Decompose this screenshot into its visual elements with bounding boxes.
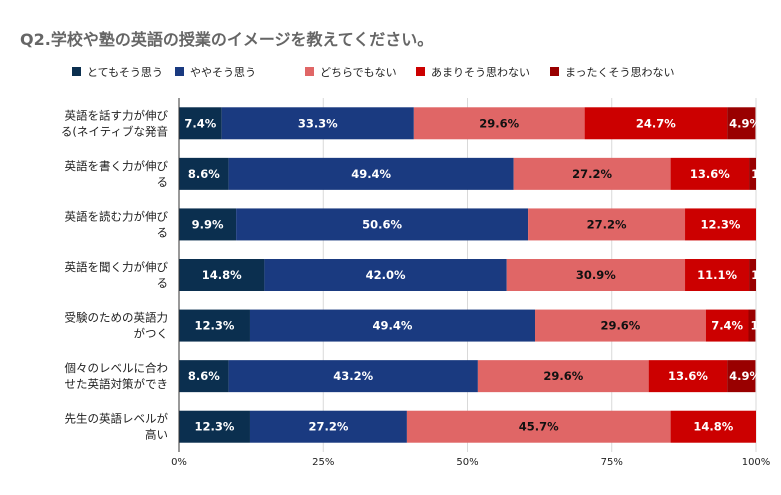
category-label-1-line-1: 英語を話す力が伸び: [65, 108, 169, 122]
data-label-6-2: 43.2%: [333, 369, 373, 383]
bar-segment-4-1: [179, 259, 265, 291]
bar-segment-7-4: [670, 410, 756, 443]
bar-segment-3-1: [179, 208, 237, 241]
bar-segment-1-3: [413, 107, 585, 140]
bar-segment-5-4: [705, 309, 749, 342]
data-label-4-4: 11.1%: [697, 268, 737, 282]
bar-segment-2-1: [179, 157, 229, 190]
category-label-7-line-2: 高い: [145, 428, 168, 442]
data-label-3-4: 12.3%: [701, 217, 741, 231]
data-label-2-4: 13.6%: [690, 167, 730, 181]
bar-segment-5-3: [535, 309, 706, 342]
category-label-7-line-1: 先生の英語レベルが: [65, 412, 169, 426]
data-label-5-1: 12.3%: [195, 319, 235, 333]
data-label-1-5: 4.9%: [729, 116, 761, 130]
bar-segment-6-3: [477, 360, 649, 393]
data-label-2-2: 49.4%: [351, 167, 391, 181]
data-label-7-1: 12.3%: [195, 420, 235, 434]
bar-segment-2-3: [513, 157, 671, 190]
data-label-4-2: 42.0%: [366, 268, 406, 282]
bar-segment-5-1: [179, 309, 250, 342]
legend-label-1: とてもそう思う: [87, 66, 163, 79]
bar-segment-2-5: [749, 157, 756, 190]
chart-title: Q2.学校や塾の英語の授業のイメージを教えてください。: [20, 30, 434, 49]
data-label-3-3: 27.2%: [587, 217, 627, 231]
x-tick-label-2: 25%: [312, 457, 334, 468]
bar-segment-2-4: [670, 157, 750, 190]
data-label-4-5: 1.2%: [751, 268, 781, 282]
category-label-3-line-1: 英語を読む力が伸び: [65, 209, 169, 223]
data-label-7-3: 45.7%: [519, 420, 559, 434]
category-label-5-line-1: 受験のための英語力: [65, 311, 169, 325]
data-label-5-3: 29.6%: [600, 319, 640, 333]
bar-segment-3-2: [236, 208, 529, 241]
data-label-7-4: 14.8%: [693, 420, 733, 434]
bar-segment-6-4: [648, 360, 728, 393]
bar-segment-4-4: [685, 259, 750, 291]
legend-label-2: ややそう思う: [190, 66, 256, 79]
data-label-6-3: 29.6%: [543, 369, 583, 383]
category-label-1-line-2: る(ネイティブな発音: [61, 124, 168, 138]
x-tick-label-1: 0%: [171, 457, 187, 468]
legend-swatch-5: [550, 67, 559, 76]
data-label-3-2: 50.6%: [362, 217, 402, 231]
bar-segment-6-1: [179, 360, 229, 393]
data-label-2-5: 1.2%: [751, 167, 781, 181]
data-label-4-1: 14.8%: [202, 268, 242, 282]
data-label-5-2: 49.4%: [373, 319, 413, 333]
bar-segment-7-2: [249, 410, 407, 443]
legend-label-3: どちらでもない: [320, 66, 397, 79]
data-label-1-3: 29.6%: [479, 116, 519, 130]
data-label-7-5: 0.0%: [758, 420, 781, 434]
category-label-2-line-2: る: [157, 175, 169, 189]
category-label-2-line-1: 英語を書く力が伸び: [65, 159, 169, 173]
data-label-3-5: 0.0%: [758, 217, 781, 231]
bar-segment-2-2: [228, 157, 514, 190]
bar-segment-5-5: [748, 309, 756, 342]
data-label-3-1: 9.9%: [192, 217, 224, 231]
data-label-6-1: 8.6%: [188, 369, 220, 383]
data-label-5-5: 1.2%: [750, 319, 781, 333]
category-label-3-line-2: る: [157, 225, 169, 239]
bar-segment-3-3: [528, 208, 686, 241]
bar-segment-4-5: [749, 259, 756, 291]
legend-swatch-3: [305, 67, 314, 76]
category-label-6-line-1: 個々のレベルに合わ: [65, 361, 169, 375]
bar-segment-7-1: [179, 410, 250, 443]
legend-swatch-2: [175, 67, 184, 76]
bar-segment-1-5: [727, 107, 756, 140]
legend-swatch-1: [72, 67, 81, 76]
data-label-1-4: 24.7%: [636, 116, 676, 130]
data-label-4-3: 30.9%: [576, 268, 616, 282]
legend-swatch-4: [416, 67, 425, 76]
bar-segment-1-2: [221, 107, 414, 140]
bar-segment-6-5: [727, 360, 756, 393]
category-label-6-line-2: せた英語対策ができ: [65, 377, 169, 391]
category-label-4-line-2: る: [157, 276, 169, 290]
data-label-2-1: 8.6%: [188, 167, 220, 181]
bar-segment-4-2: [264, 259, 507, 291]
data-label-7-2: 27.2%: [308, 420, 348, 434]
x-tick-label-3: 50%: [456, 457, 478, 468]
bar-segment-7-3: [406, 410, 671, 443]
data-label-6-5: 4.9%: [729, 369, 761, 383]
bar-segment-1-4: [584, 107, 728, 140]
data-label-6-4: 13.6%: [668, 369, 708, 383]
legend-label-5: まったくそう思わない: [565, 66, 675, 79]
data-label-5-4: 7.4%: [711, 319, 743, 333]
x-tick-label-4: 75%: [601, 457, 623, 468]
bar-segment-4-3: [506, 259, 686, 291]
data-label-1-1: 7.4%: [184, 116, 216, 130]
bar-segment-1-1: [179, 107, 222, 140]
category-label-4-line-1: 英語を聞く力が伸び: [65, 260, 169, 274]
x-tick-label-5: 100%: [742, 457, 771, 468]
data-label-1-2: 33.3%: [298, 116, 338, 130]
category-label-5-line-2: がつく: [134, 327, 169, 341]
legend-label-4: あまりそう思わない: [431, 66, 530, 79]
bar-segment-3-4: [685, 208, 756, 241]
bar-segment-6-2: [228, 360, 478, 393]
bar-segment-5-2: [249, 309, 536, 342]
data-label-2-3: 27.2%: [572, 167, 612, 181]
